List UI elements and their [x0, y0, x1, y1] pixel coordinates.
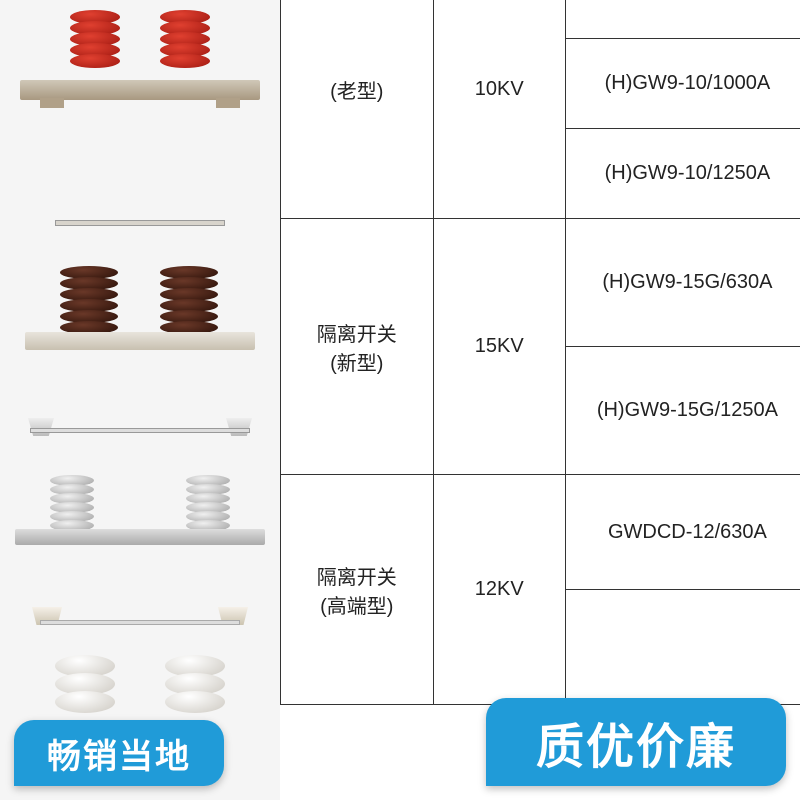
product-image-high-end-a: [10, 410, 270, 555]
cell-name-old: (老型): [281, 0, 434, 219]
cell-model-2-1: [565, 590, 800, 705]
name-new-line2: (新型): [281, 347, 433, 376]
cell-volt-12kv: 12KV: [433, 475, 565, 705]
cell-model-1-0: (H)GW9-15G/630A: [565, 219, 800, 347]
cell-model-0-1: (H)GW9-10/1000A: [565, 39, 800, 129]
product-image-new-type: [10, 190, 270, 360]
cell-model-0-2: (H)GW9-10/1250A: [565, 129, 800, 219]
name-new-line1: 隔离开关: [281, 318, 433, 347]
cell-name-highend: 隔离开关 (高端型): [281, 475, 434, 705]
name-highend-line1: 隔离开关: [281, 561, 433, 590]
cell-model-1-1: (H)GW9-15G/1250A: [565, 347, 800, 475]
cell-name-new: 隔离开关 (新型): [281, 219, 434, 475]
cell-model-2-0: GWDCD-12/630A: [565, 475, 800, 590]
name-old-line2: (老型): [281, 75, 433, 104]
product-image-old-type: [10, 0, 270, 100]
promo-badge-right: 质优价廉: [486, 698, 786, 786]
promo-badge-left: 畅销当地: [14, 720, 224, 786]
name-highend-line2: (高端型): [281, 590, 433, 619]
spec-table: (老型) 10KV (H)GW9-10/1000A (H)GW9-10/1250…: [280, 0, 800, 705]
cell-volt-15kv: 15KV: [433, 219, 565, 475]
product-image-high-end-b: [10, 585, 270, 715]
cell-model-0-0: [565, 0, 800, 39]
product-sidebar: [0, 0, 280, 800]
cell-volt-10kv: 10KV: [433, 0, 565, 219]
